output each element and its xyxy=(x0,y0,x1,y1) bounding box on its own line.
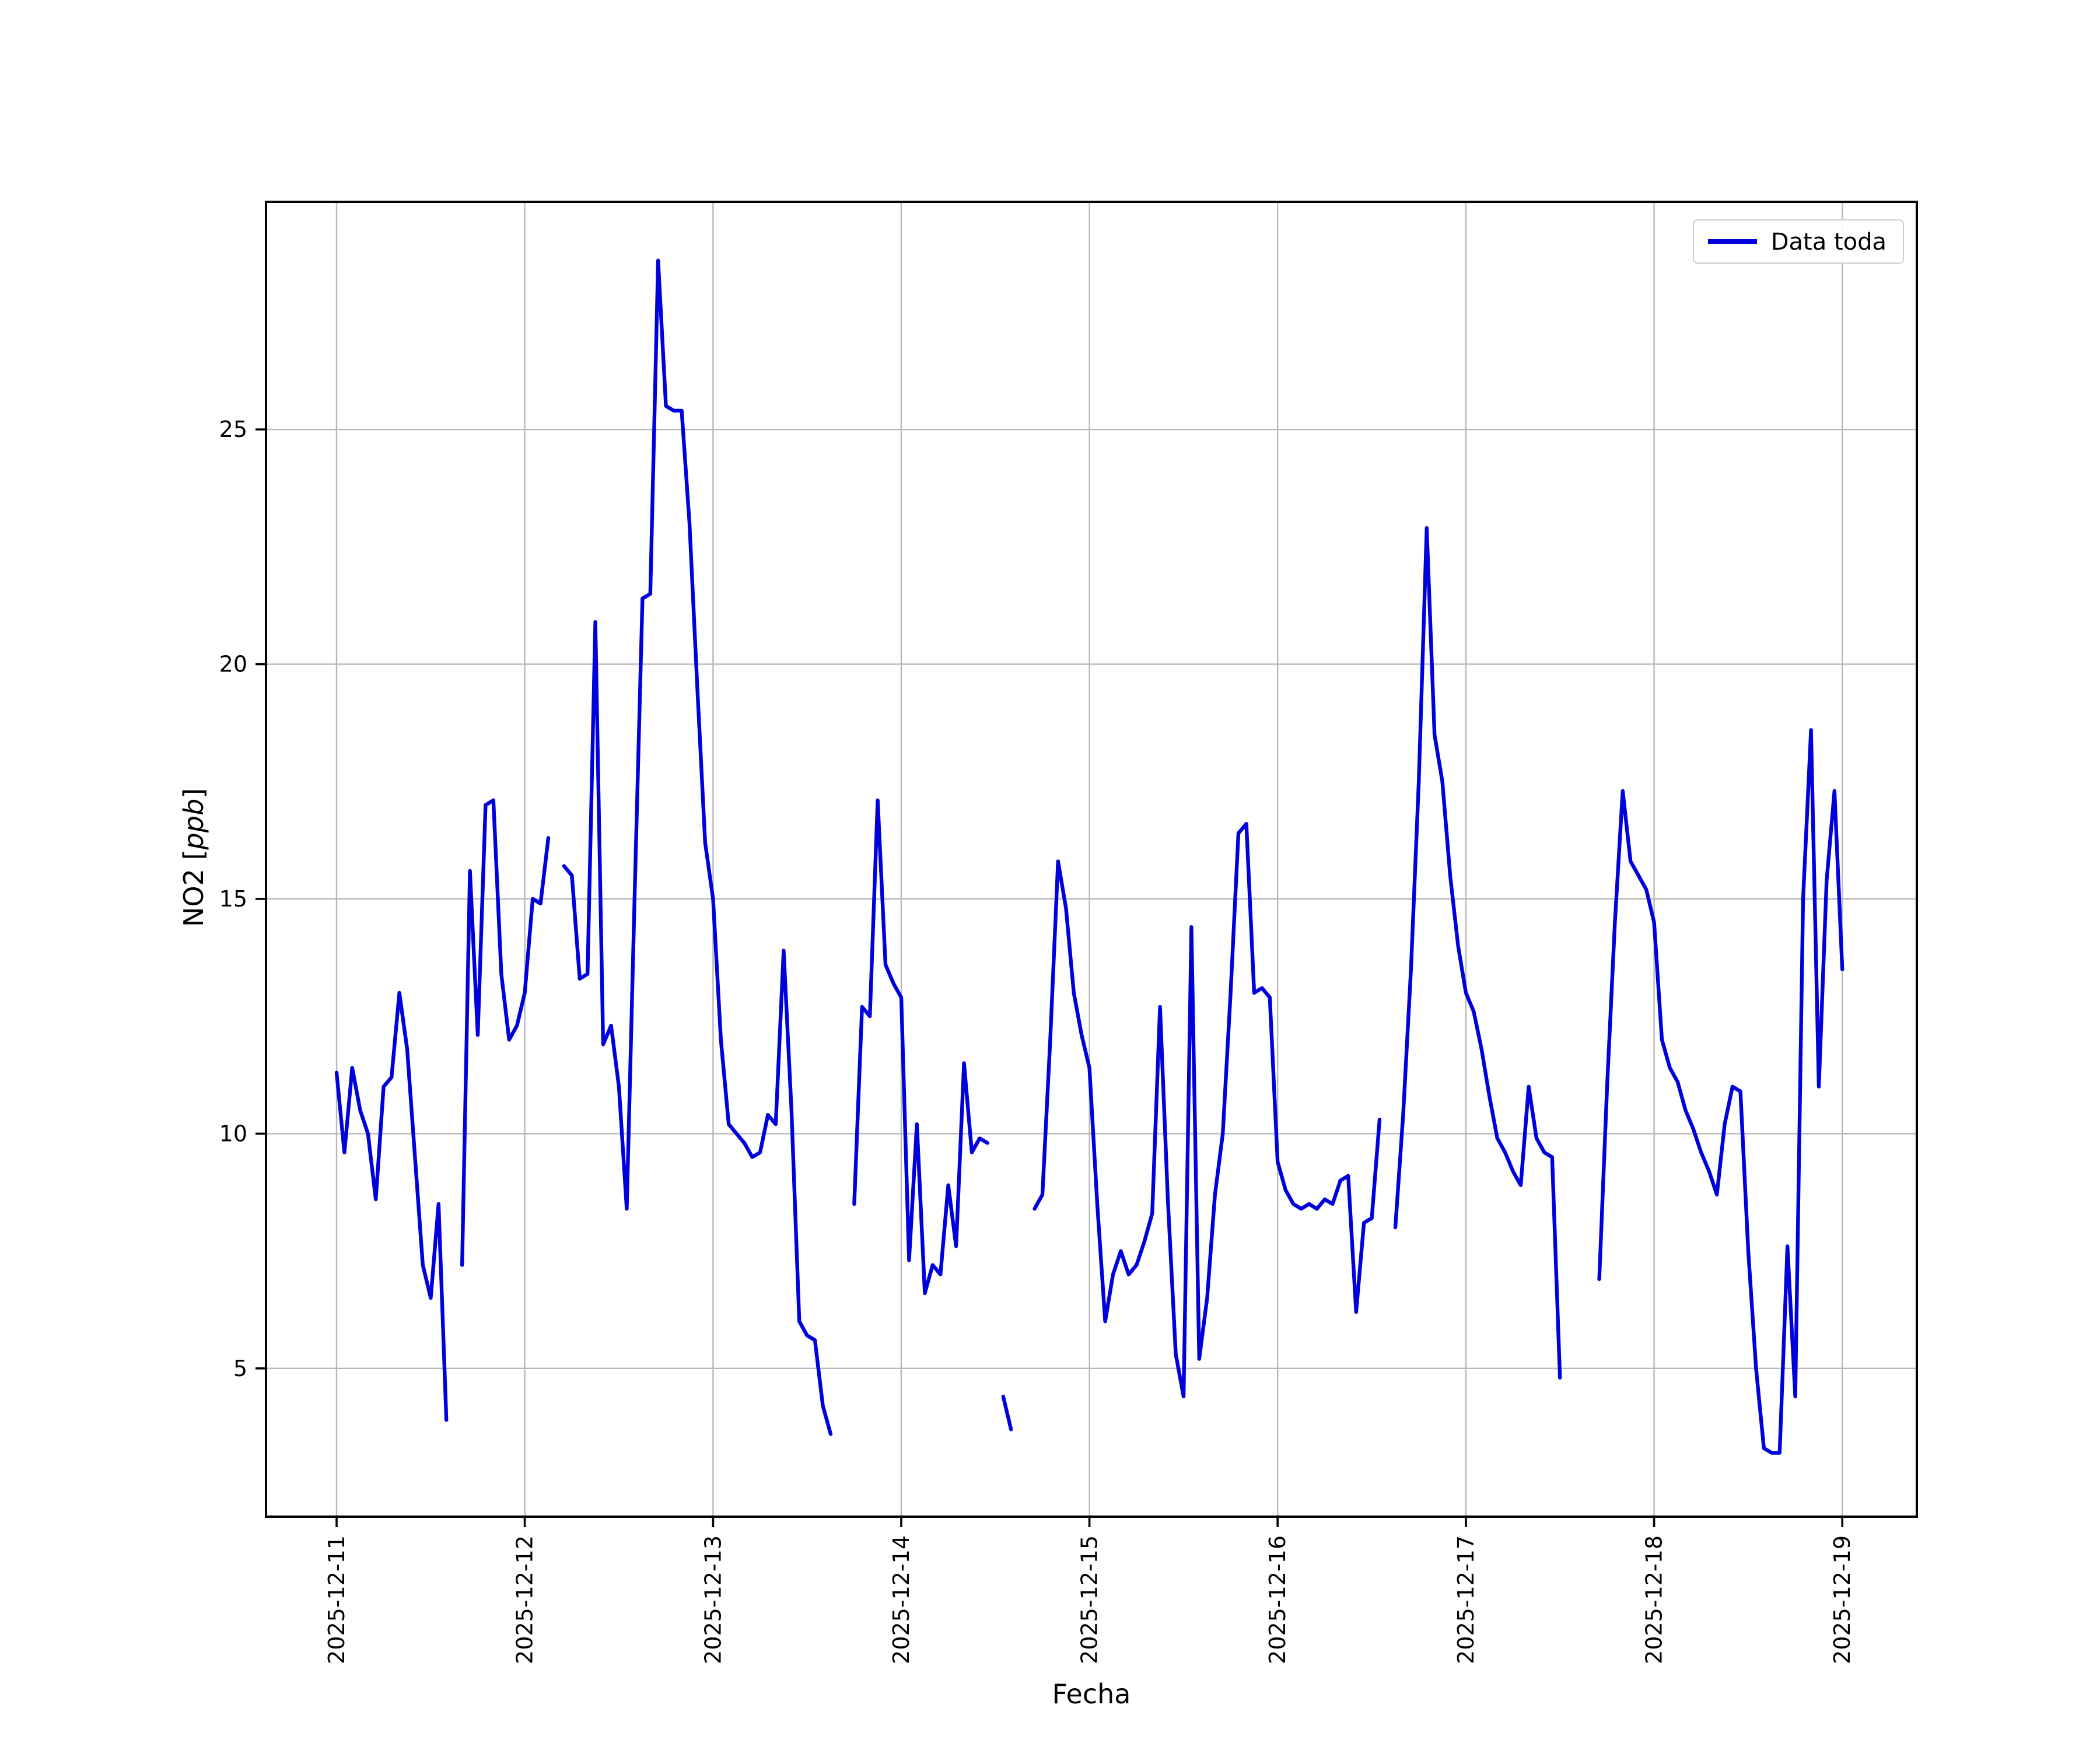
x-tick-label: 2025-12-15 xyxy=(1077,1535,1102,1664)
x-tick-labels: 2025-12-11 2025-12-12 2025-12-13 2025-12-14… xyxy=(324,1535,1855,1664)
axis-ticks xyxy=(256,428,1843,1527)
y-axis-label: NO2 [ppb] xyxy=(180,741,210,974)
legend-line-sample-icon xyxy=(1707,239,1757,244)
plot-grid xyxy=(266,202,1917,1517)
y-axis-label-prefix: NO2 [ xyxy=(180,849,210,928)
x-tick-label: 2025-12-18 xyxy=(1642,1535,1667,1664)
y-tick-label: 25 xyxy=(219,416,247,442)
legend-label: Data toda xyxy=(1770,228,1887,256)
x-axis-label: Fecha xyxy=(1052,1680,1131,1710)
y-axis-label-unit: ppb xyxy=(180,798,210,850)
x-tick-label: 2025-12-12 xyxy=(512,1535,538,1664)
y-tick-label: 5 xyxy=(233,1356,247,1381)
y-tick-label: 20 xyxy=(219,652,247,677)
x-tick-label: 2025-12-16 xyxy=(1265,1535,1290,1664)
legend: Data toda xyxy=(1692,219,1904,264)
y-tick-label: 15 xyxy=(219,886,247,912)
x-tick-label: 2025-12-17 xyxy=(1453,1535,1479,1664)
x-tick-label: 2025-12-11 xyxy=(324,1535,349,1664)
y-tick-labels: 5 10 15 20 25 xyxy=(219,416,247,1381)
data-series-line xyxy=(334,258,1845,1455)
x-tick-label: 2025-12-19 xyxy=(1829,1535,1855,1664)
x-tick-label: 2025-12-14 xyxy=(888,1535,914,1664)
x-tick-label: 2025-12-13 xyxy=(700,1535,726,1664)
plot-frame xyxy=(265,201,1918,1518)
y-axis-label-suffix: ] xyxy=(180,788,210,799)
y-tick-label: 10 xyxy=(219,1121,247,1146)
